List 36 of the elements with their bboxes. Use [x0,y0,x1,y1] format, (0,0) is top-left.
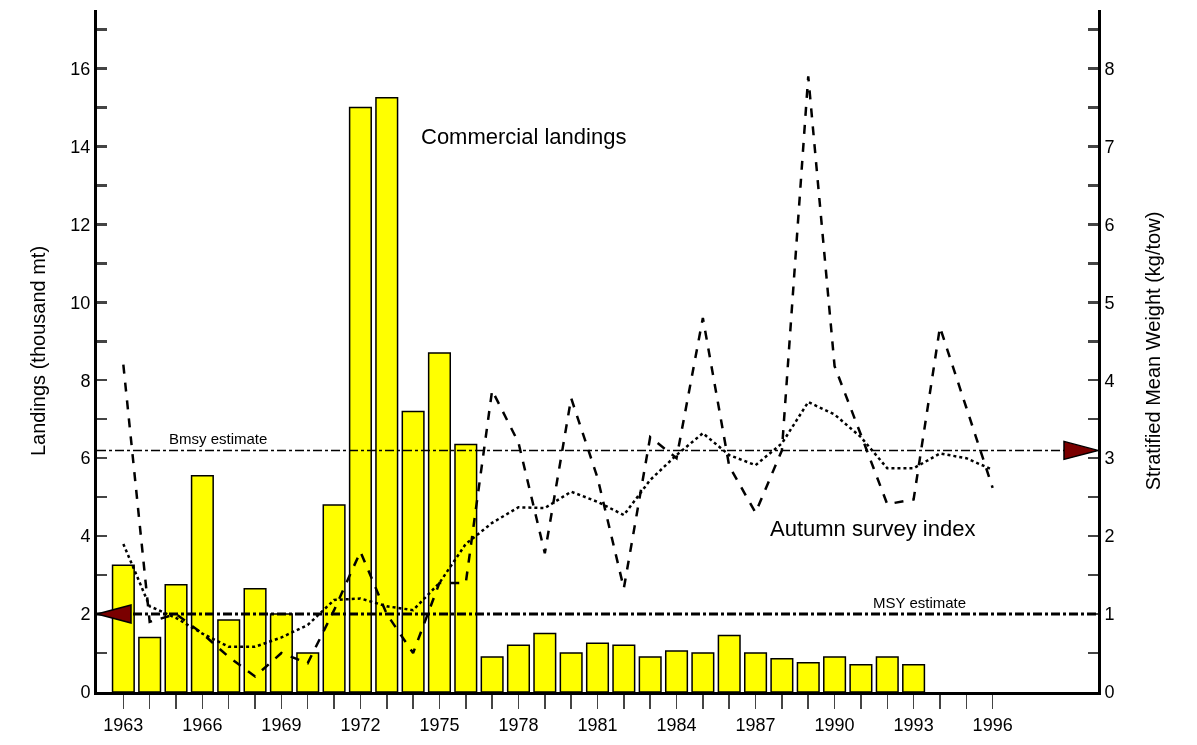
x-tick-label: 1966 [182,714,223,735]
annotation: Commercial landings [421,124,627,149]
y2-tick-label: 6 [1104,214,1115,235]
y2-tick-label: 3 [1104,448,1115,469]
y2-tick-label: 7 [1104,136,1115,157]
y2-tick-label: 1 [1104,604,1115,625]
x-tick-label: 1963 [103,714,144,735]
y2-tick-label: 0 [1104,682,1115,703]
y-tick-label: 14 [70,136,91,157]
x-tick-label: 1987 [735,714,776,735]
x-tick-label: 1981 [577,714,618,735]
y2-tick-label: 4 [1104,370,1115,391]
y2-tick-label: 5 [1104,292,1115,313]
y-axis-title: Landings (thousand mt) [27,245,49,457]
y2-axis-title: Stratified Mean Weight (kg/tow) [1142,211,1164,491]
ref-line-label: Bmsy estimate [169,430,268,447]
x-tick-label: 1969 [261,714,302,735]
y-tick-label: 16 [70,58,91,79]
x-tick-label: 1996 [972,714,1013,735]
annotation: Autumn survey index [770,516,976,541]
y-tick-label: 12 [70,214,91,235]
x-tick-label: 1972 [340,714,381,735]
x-tick-label: 1993 [893,714,934,735]
x-tick-label: 1984 [656,714,697,735]
y-tick-label: 4 [80,526,91,547]
x-tick-label: 1990 [814,714,855,735]
x-tick-label: 1975 [419,714,460,735]
y-tick-label: 0 [80,682,91,703]
y2-tick-label: 8 [1104,58,1115,79]
y-tick-label: 10 [70,292,91,313]
x-tick-label: 1978 [498,714,539,735]
ref-line-label: MSY estimate [873,594,967,611]
y2-tick-label: 2 [1104,526,1115,547]
y-tick-label: 2 [80,604,91,625]
y-tick-label: 6 [80,448,91,469]
y-tick-label: 8 [80,370,91,391]
